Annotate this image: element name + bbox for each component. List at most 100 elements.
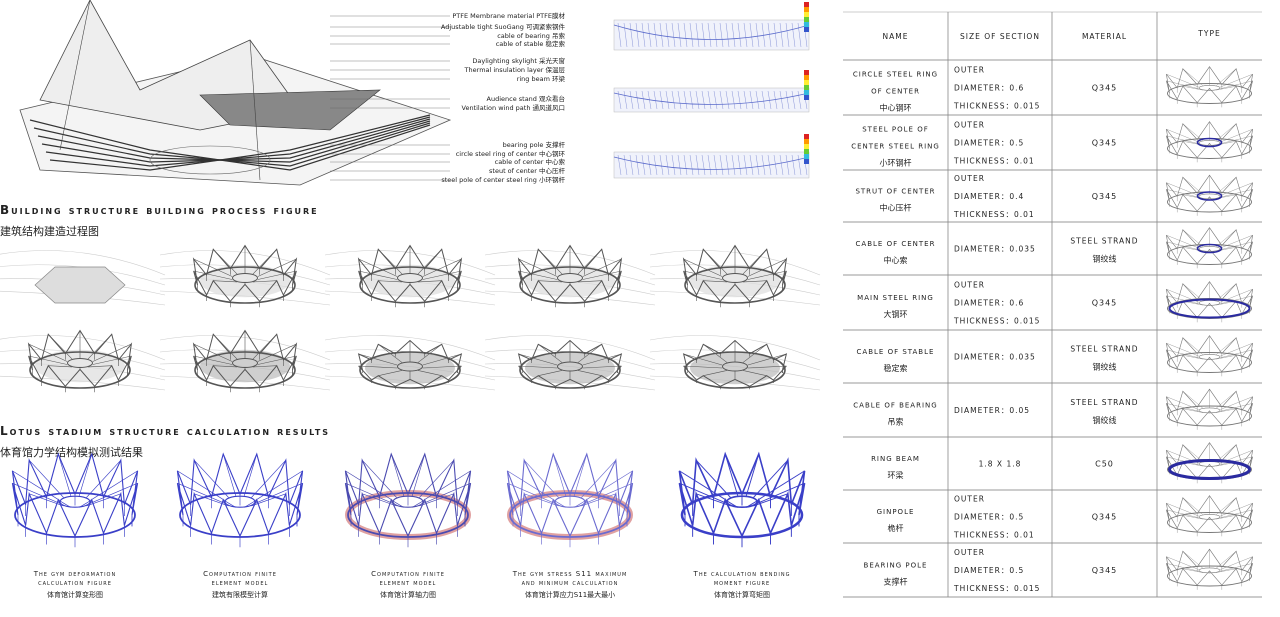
text: 支撑杆 [884,577,908,587]
highlight [1196,243,1223,254]
cable [92,355,132,365]
roof-surface [690,351,780,385]
vector [641,90,646,110]
cable [1216,497,1237,515]
lotus-structure [27,329,133,393]
roof-surface [525,351,615,385]
cable [1182,355,1203,360]
cable [257,258,297,277]
text: Audience stand 观众看台 [487,94,566,103]
cable [1220,342,1253,357]
terrain [324,335,496,361]
cable [753,459,789,498]
cable [757,470,805,501]
inner-ring [557,361,583,372]
text: cable of bearing 吊索 [497,31,565,40]
cable [87,334,112,360]
text: 体育馆力学结构模拟测试结果 [0,445,143,459]
text: CABLE OF STABLE [857,348,935,356]
vector [677,22,682,48]
terrain [0,250,166,276]
text: cable of stable 稳定索 [496,39,566,48]
cable [1182,283,1203,301]
cable [1182,229,1203,247]
cable [422,353,462,366]
cable [1166,234,1199,249]
cable [582,353,622,366]
color-scale [804,95,809,100]
vector [707,22,712,48]
vector [695,22,700,48]
cable [223,499,236,508]
cable [48,365,73,368]
roof-surface [35,349,125,383]
cable [1216,408,1237,413]
vector [755,90,760,110]
cable [87,365,112,368]
text: 中心钢环 [880,103,912,113]
cable [1166,456,1199,465]
cable [1166,73,1199,88]
ring [1167,244,1252,265]
cable [1220,234,1253,249]
cable [193,270,233,280]
color-scale [804,7,809,12]
color-scale [804,27,809,32]
cable [1182,444,1203,462]
vector [791,154,796,176]
lotus-structure [344,452,472,548]
line [249,39,261,181]
court [149,145,271,175]
vector [797,90,802,110]
cable [585,470,633,501]
cable [193,258,233,277]
cable [518,258,558,277]
vector [647,22,652,48]
base-plate [34,266,126,304]
vector [791,22,796,48]
cable [1216,568,1237,573]
vector [635,90,640,110]
vector [683,154,688,176]
cable [518,365,558,369]
inner-ring [722,361,748,372]
lotus-structure [1166,495,1253,537]
text: 稳定索 [884,363,908,373]
cable [422,270,462,280]
lotus-structure [517,339,623,390]
vector [635,154,640,176]
ring [1167,405,1252,427]
cable [257,355,297,365]
text: calculation figure [38,579,112,587]
text: and minimum calculation [522,579,619,587]
vector [737,90,742,110]
inner-ring [557,273,583,283]
cable [1166,189,1199,198]
cable [257,270,297,280]
vector [749,90,754,110]
inner-ring [397,361,423,372]
text: Adjustable tight SuoGang 可调紧索钢件 [441,22,566,31]
color-scale [804,159,809,164]
color-scale [804,12,809,17]
color-scale [804,134,809,139]
vector [677,90,682,110]
text: STEEL STRAND [1070,345,1138,354]
text: Lotus stadium structure calculation resu… [0,424,330,438]
text: 钢绞线 [1093,415,1117,425]
cable [28,343,68,362]
lotus-structure [1166,174,1253,216]
vector [623,22,628,48]
cable [747,270,787,280]
color-scale [804,85,809,90]
lotus-structure [357,244,463,308]
vector [725,90,730,110]
text: OUTER [954,66,985,75]
cable [1182,551,1203,569]
vector [785,22,790,48]
vector [707,90,712,110]
roof-surface [365,264,455,298]
cable [252,334,277,360]
